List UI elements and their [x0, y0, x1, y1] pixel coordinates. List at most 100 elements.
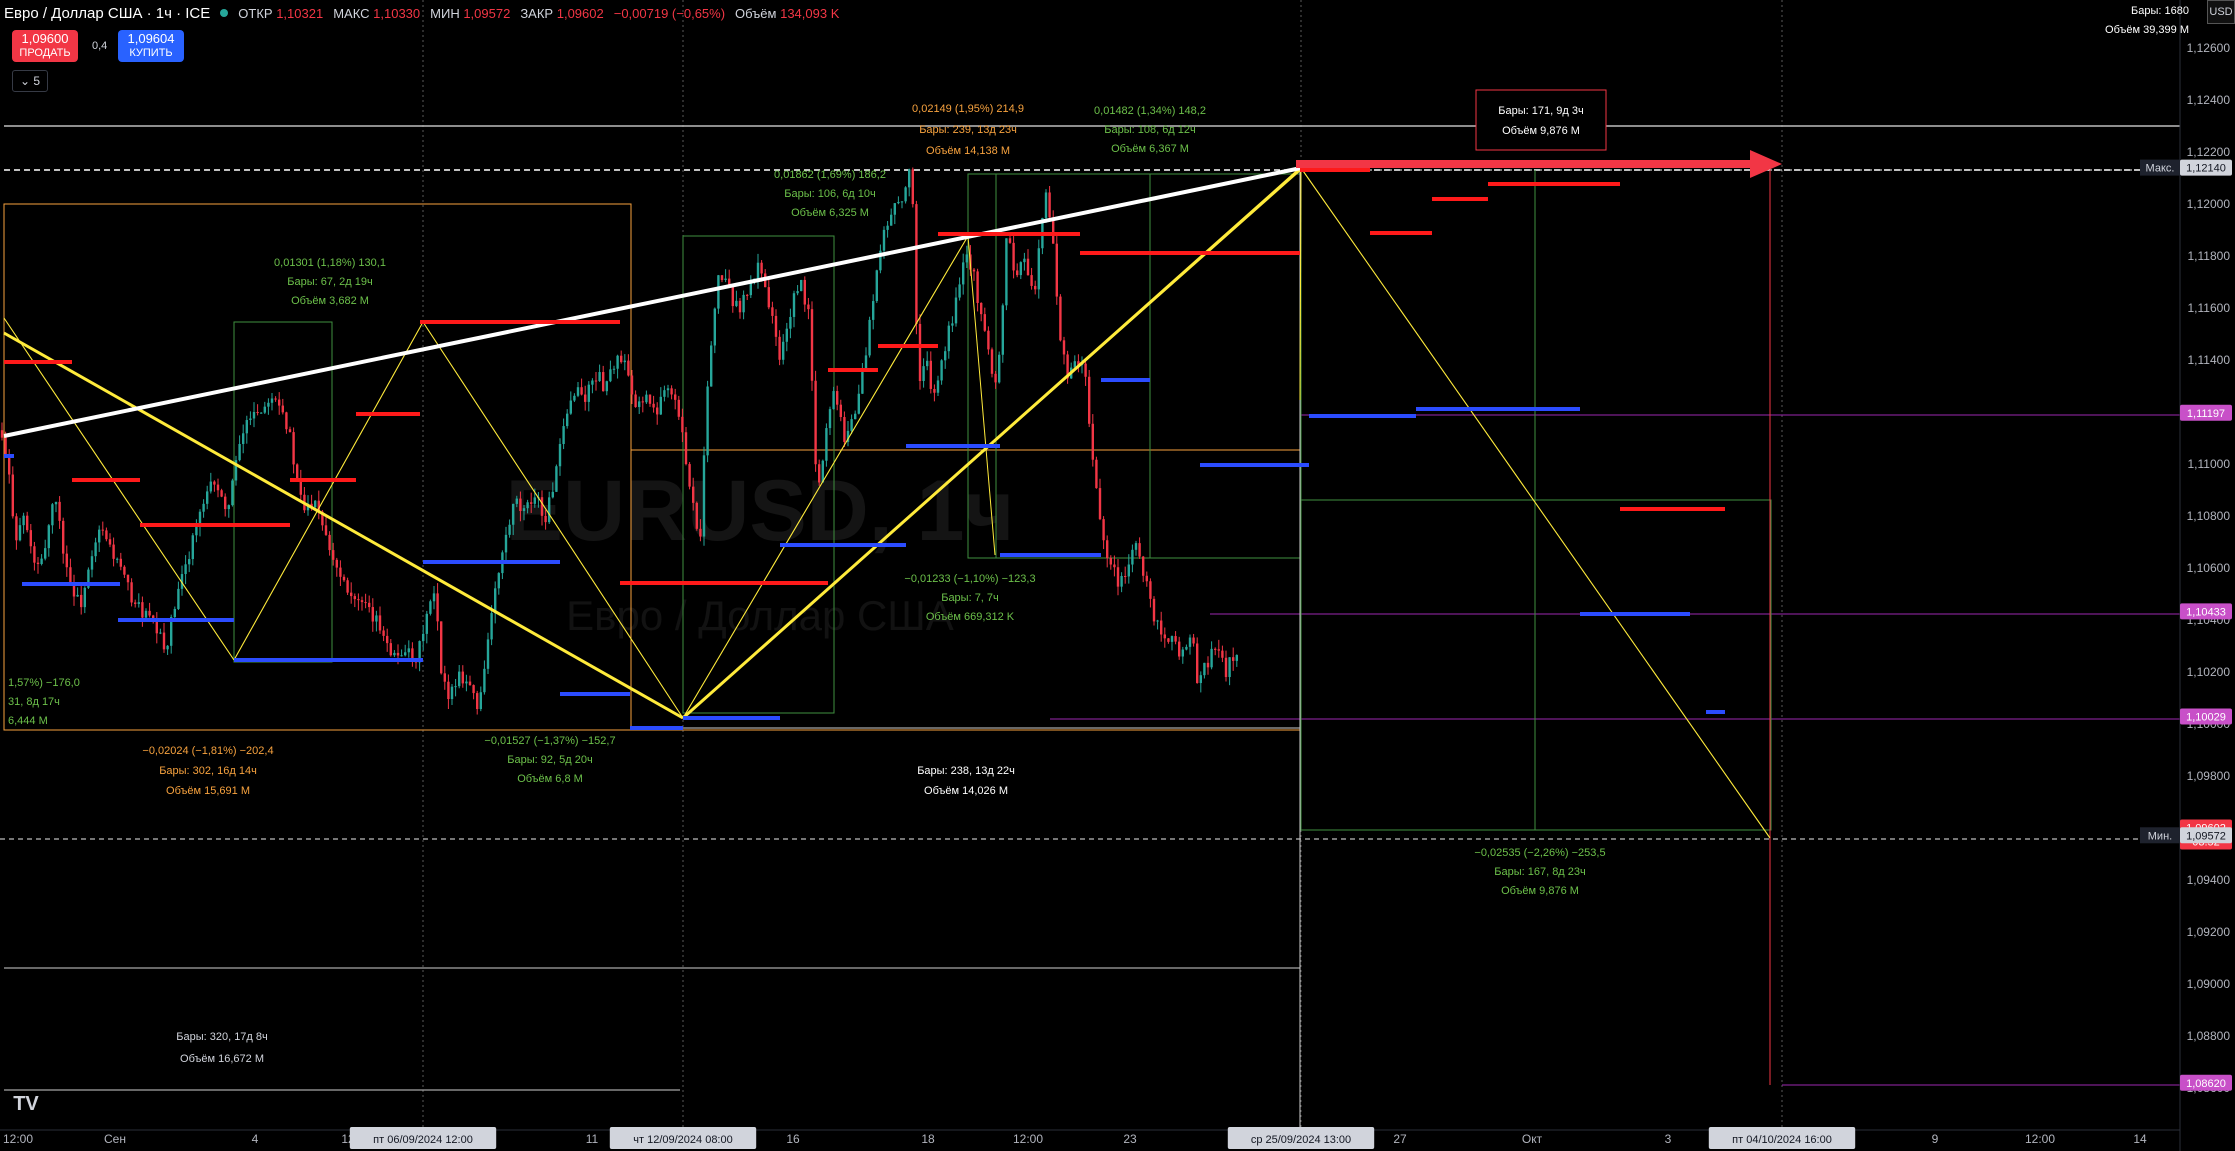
price-tag-5: Мин. [2148, 830, 2172, 842]
candle-body [854, 413, 857, 420]
candle-body [836, 391, 839, 405]
candle-body [1052, 217, 1055, 244]
candle-body [710, 345, 713, 387]
candle-body [555, 466, 558, 492]
candle-body [411, 648, 414, 662]
sell-button[interactable]: 1,09600 ПРОДАТЬ [12, 30, 78, 62]
candle-body [1095, 459, 1098, 489]
candle-body [108, 539, 112, 545]
green_bottom-line1: −0,01527 (−1,37%) −152,7 [484, 735, 615, 747]
candle-body [274, 398, 277, 400]
symbol-title[interactable]: Евро / Доллар США · 1ч · ICE [4, 4, 211, 22]
range-box-green-3 [995, 173, 1151, 559]
time-tick-14: 3 [1665, 1132, 1672, 1146]
candle-body [915, 204, 918, 324]
collapse-indicators-button[interactable]: ⌄ 5 [12, 70, 48, 92]
candle-body [1048, 192, 1051, 218]
candle-body [569, 400, 572, 414]
candle-body [461, 671, 464, 684]
zigzag-segment-5 [1300, 167, 1771, 839]
price-tag-bg-0 [2140, 159, 2180, 176]
candle-body [137, 602, 140, 604]
candle-body [929, 360, 932, 389]
candle-body [771, 307, 774, 316]
price-tick-label: 1,09400 [2187, 873, 2231, 887]
candle-body [792, 293, 796, 317]
white_range_top-line1: Бары: 171, 9д 3ч [1498, 105, 1583, 117]
candle-body [126, 574, 130, 583]
candle-body [29, 530, 32, 547]
green_mid-line3: Объём 6,325 M [791, 207, 869, 219]
candle-body [123, 566, 126, 575]
candle-body [458, 671, 461, 687]
candle-body [378, 615, 382, 631]
candle-body [62, 520, 65, 554]
candle-body [324, 525, 328, 535]
candle-body [983, 314, 986, 331]
candle-body [281, 405, 284, 413]
candle-body [681, 416, 684, 433]
white_center-line1: Бары: 238, 13д 22ч [917, 765, 1015, 777]
candle-body [1206, 662, 1210, 668]
candle-body [54, 501, 58, 505]
price-tick-label: 1,11000 [2188, 457, 2231, 471]
candle-body [940, 360, 943, 381]
candle-body [652, 403, 655, 408]
candle-body [699, 528, 702, 537]
candle-body [638, 401, 641, 408]
candle-body [796, 291, 799, 294]
candle-body [278, 399, 281, 406]
candle-body [51, 504, 54, 526]
candle-body [587, 384, 590, 402]
trendline-white [3, 166, 1302, 438]
time-tick-16: 9 [1932, 1132, 1939, 1146]
candle-body [677, 399, 680, 417]
candle-body [998, 354, 1001, 383]
candle-body [1001, 305, 1004, 355]
candle-body [443, 673, 446, 682]
candle-body [371, 607, 374, 622]
price-tick-label: 1,08800 [2187, 1029, 2231, 1043]
candle-body [922, 366, 925, 381]
time-tick-13: Окт [1522, 1132, 1543, 1146]
price-tick-label: 1,12200 [2187, 145, 2231, 159]
green_center-line1: −0,01233 (−1,10%) −123,3 [904, 573, 1035, 585]
candle-body [310, 503, 313, 508]
candle-body [918, 323, 922, 381]
candle-body [803, 279, 806, 305]
price-label-3: 1,10029 [2186, 711, 2226, 723]
candle-body [598, 372, 601, 382]
candle-body [911, 169, 914, 205]
price-tick-label: 1,10600 [2187, 561, 2231, 575]
candle-body [472, 685, 475, 694]
currency-button[interactable]: USD [2207, 0, 2235, 24]
price-label-bg-0 [2180, 159, 2232, 176]
candle-body [116, 558, 119, 560]
candle-body [504, 534, 508, 553]
candle-body [1023, 258, 1026, 263]
candle-body [904, 187, 907, 202]
candle-body [908, 169, 911, 188]
spread-value: 0,4 [92, 40, 108, 52]
white_bottom_left-line1: Бары: 320, 17д 8ч [176, 1031, 268, 1043]
candle-body [634, 394, 637, 408]
orange_top-line3: Объём 14,138 M [926, 145, 1010, 157]
candle-body [252, 412, 256, 419]
candle-body [1221, 650, 1224, 658]
candle-body [170, 617, 173, 646]
candle-body [249, 418, 252, 421]
orange_top-line2: Бары: 239, 13д 23ч [919, 124, 1017, 136]
candle-body [976, 271, 979, 303]
candle-body [616, 355, 619, 369]
candle-body [1030, 275, 1033, 286]
green_bottom-line3: Объём 6,8 M [517, 773, 583, 785]
candle-body [90, 556, 94, 570]
candle-body [155, 619, 158, 634]
candle-body [508, 524, 511, 535]
candle-body [231, 480, 234, 506]
candle-body [256, 412, 259, 414]
candle-body [926, 360, 929, 367]
buy-button[interactable]: 1,09604 КУПИТЬ [118, 30, 184, 62]
candle-body [1145, 575, 1148, 582]
